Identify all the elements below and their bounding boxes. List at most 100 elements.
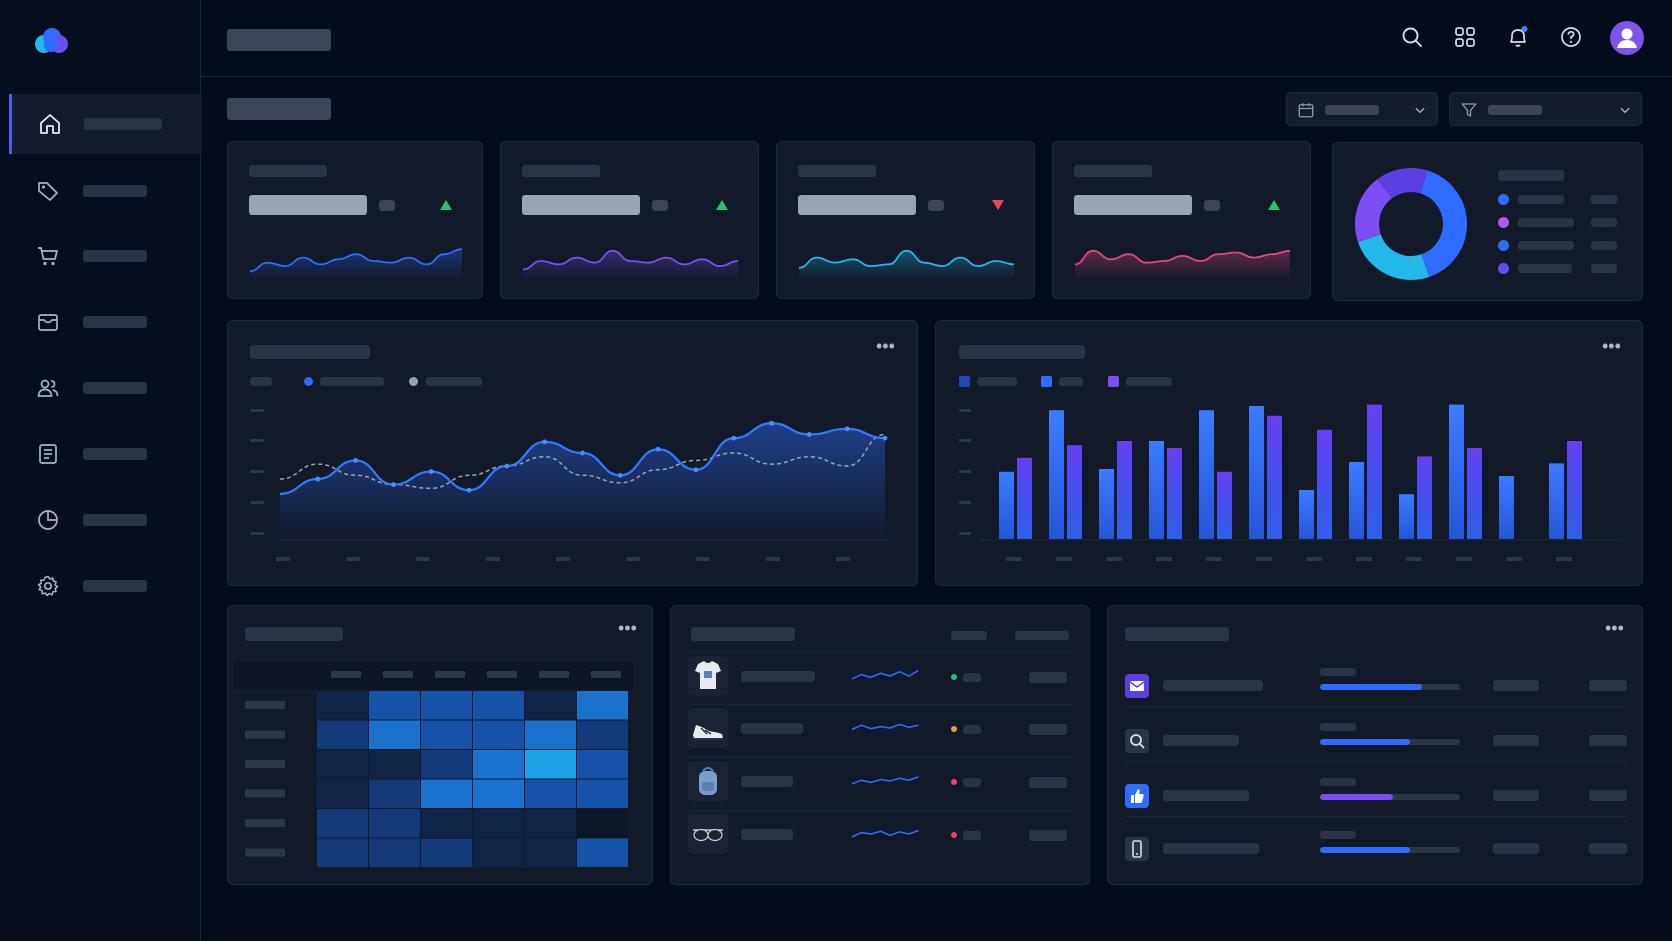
heatmap-cell <box>421 691 472 720</box>
heatmap-cell <box>525 720 576 749</box>
status-label <box>963 725 981 734</box>
heatmap-row-label <box>245 760 285 768</box>
date-range-dropdown[interactable] <box>1286 92 1438 126</box>
sidebar-item-inbox[interactable] <box>10 292 200 352</box>
row-divider <box>688 652 1073 653</box>
sidebar-item-label <box>83 316 147 328</box>
sparkline-area <box>250 249 462 280</box>
sidebar-item-label <box>83 514 147 526</box>
status-label <box>963 778 981 787</box>
bar-series-1 <box>1199 410 1214 539</box>
more-options-icon[interactable]: ••• <box>1602 336 1621 356</box>
help-icon[interactable] <box>1559 25 1583 49</box>
apps-grid-icon[interactable] <box>1453 25 1477 49</box>
donut-legend-label <box>1518 195 1564 204</box>
document-icon <box>39 444 57 464</box>
sidebar-item-tags[interactable] <box>10 161 200 221</box>
card-title <box>245 627 343 641</box>
sparkline-line <box>522 249 739 271</box>
filter-dropdown[interactable] <box>1449 92 1642 126</box>
area-fill <box>280 423 885 537</box>
kpi-label <box>1074 165 1152 177</box>
y-tick-label <box>959 470 971 473</box>
kpi-value <box>1074 195 1192 215</box>
sidebar-item-reports[interactable] <box>10 424 200 484</box>
data-point <box>617 472 623 478</box>
x-tick-label <box>1456 557 1472 561</box>
search-icon <box>1130 734 1145 749</box>
heatmap-cell <box>421 809 472 838</box>
data-point <box>504 463 510 469</box>
donut-chart[interactable] <box>1354 167 1468 281</box>
heatmap-cell <box>525 779 576 808</box>
bar-chart[interactable] <box>936 321 1644 587</box>
legend-swatch <box>959 376 970 387</box>
sparkline-area <box>523 250 738 280</box>
sidebar-item-analytics[interactable] <box>10 490 200 550</box>
cloud-logo-icon[interactable] <box>32 24 72 56</box>
bar-series-2 <box>1117 441 1132 539</box>
sidebar-item-label <box>83 448 147 460</box>
calendar-icon <box>1298 103 1314 118</box>
x-tick-label <box>276 557 290 561</box>
bar-chart-card: ••• <box>935 320 1643 586</box>
heatmap-cell <box>369 838 420 867</box>
kpi-unit <box>379 200 395 211</box>
x-tick-label <box>696 557 710 561</box>
card-title <box>691 627 795 641</box>
y-tick-label <box>250 470 264 473</box>
channel-name <box>1163 843 1259 854</box>
kpi-unit <box>652 200 668 211</box>
channel-icon-tile <box>1125 729 1149 753</box>
avatar-icon[interactable] <box>1610 21 1644 55</box>
sidebar-item-label <box>83 580 147 592</box>
heatmap-cell <box>473 809 524 838</box>
channel-change <box>1589 680 1627 691</box>
channel-icon-tile <box>1125 784 1149 808</box>
trend-up-icon <box>1268 200 1280 210</box>
bar-series-1 <box>1349 462 1364 539</box>
sidebar-item-customers[interactable] <box>10 358 200 418</box>
heatmap-col-label <box>435 671 465 678</box>
kpi-label <box>522 165 600 177</box>
heatmap-cell <box>577 720 628 749</box>
sidebar-item-orders[interactable] <box>10 226 200 286</box>
more-options-icon[interactable]: ••• <box>618 618 637 638</box>
kpi-card <box>776 141 1035 299</box>
bar-series-2 <box>1417 456 1432 539</box>
kpi-card <box>1052 141 1311 299</box>
row-divider <box>1125 761 1627 762</box>
heatmap-col-label <box>487 671 517 678</box>
sidebar-item-settings[interactable] <box>10 556 200 616</box>
channel-progress-fill <box>1320 847 1410 853</box>
top-products-card <box>670 605 1090 885</box>
more-options-icon[interactable]: ••• <box>876 336 895 356</box>
x-tick-label <box>1306 557 1322 561</box>
heatmap-cell <box>421 720 472 749</box>
search-icon[interactable] <box>1400 25 1424 49</box>
x-tick-label <box>766 557 780 561</box>
product-value <box>1029 777 1067 788</box>
legend-label <box>320 377 384 386</box>
sidebar-item-label <box>83 382 147 394</box>
heatmap-cell <box>525 750 576 779</box>
channel-value <box>1493 790 1539 801</box>
area-chart[interactable] <box>228 321 919 587</box>
channel-value <box>1493 735 1539 746</box>
trend-up-icon <box>716 200 728 210</box>
bell-icon[interactable] <box>1506 25 1530 49</box>
product-sparkline <box>851 776 919 785</box>
sidebar-item-home[interactable] <box>9 94 202 154</box>
heatmap-cell <box>317 691 368 720</box>
x-tick-label <box>1256 557 1272 561</box>
donut-legend-value <box>1591 264 1617 273</box>
kpi-label <box>249 165 327 177</box>
x-tick-label <box>836 557 850 561</box>
heatmap[interactable] <box>228 606 654 886</box>
channel-value <box>1493 680 1539 691</box>
more-options-icon[interactable]: ••• <box>1605 618 1624 638</box>
home-icon <box>40 114 60 134</box>
legend-swatch <box>1041 376 1052 387</box>
column-header <box>1015 631 1069 640</box>
heatmap-cell <box>577 750 628 779</box>
